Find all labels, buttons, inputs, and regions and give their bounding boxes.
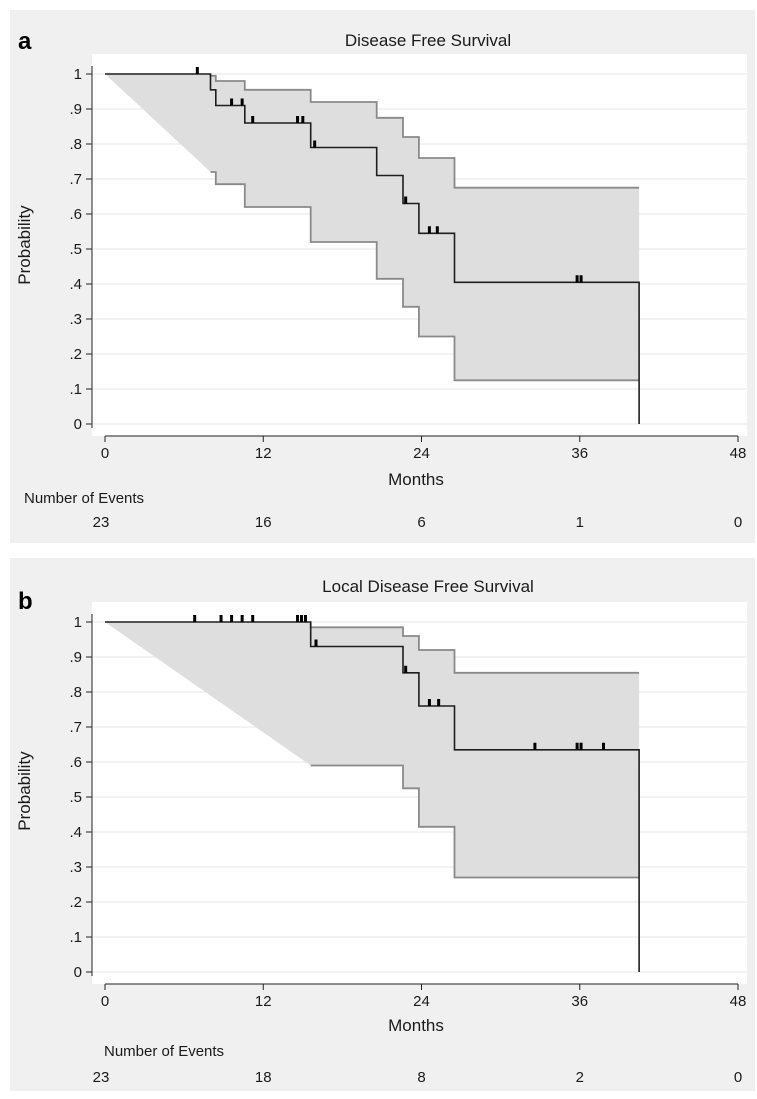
panel-a-risk-value-4: 0 (734, 514, 742, 531)
panel-b-y-tick-label-6: .6 (69, 754, 82, 771)
panel-b-y-tick-label-0: 0 (74, 964, 82, 981)
panel-a-label: a (18, 28, 32, 55)
panel-b-survival-line (105, 621, 640, 972)
panel-a-risk-value-0: 23 (93, 514, 110, 531)
panel-b-risk-table-title: Number of Events (104, 1043, 224, 1060)
panel-b-survival-curve (105, 621, 640, 972)
panel-b-y-tick-label-8: .8 (69, 684, 82, 701)
panel-a-y-tick-label-10: 1 (74, 66, 82, 83)
panel-a-y-tick-label-8: .8 (69, 136, 82, 153)
panel-b-label: b (18, 588, 33, 615)
panel-b-ci-upper-line (309, 622, 640, 674)
panel-a-x-tick-label-4: 48 (730, 445, 747, 462)
panel-b-risk-value-0: 23 (93, 1069, 110, 1086)
panel-b-x-tick-label-1: 12 (255, 993, 272, 1010)
panel-a-risk-value-2: 6 (417, 514, 425, 531)
panel-b-y-tick-label-1: .1 (69, 929, 82, 946)
panel-b-x-tick-label-0: 0 (101, 993, 109, 1010)
panel-a-risk-value-1: 16 (255, 514, 272, 531)
panel-a-survival-line (105, 73, 640, 424)
panel-b-x-tick-label-2: 24 (413, 993, 430, 1010)
panel-a-y-tick-label-3: .3 (69, 311, 82, 328)
panel-b-risk-value-4: 0 (734, 1069, 742, 1086)
panel-a-x-tick-label-1: 12 (255, 445, 272, 462)
panel-a-censor-marks (195, 67, 583, 283)
panel-a-x-tick-label-3: 36 (571, 445, 588, 462)
panel-a-x-axis-label: Months (388, 470, 444, 489)
panel-b-title: Local Disease Free Survival (322, 577, 534, 596)
panel-b: b Local Disease Free Survival Probabilit… (10, 558, 755, 1091)
panel-a-y-tick-label-0: 0 (74, 416, 82, 433)
panel-b-confidence-band (20, 558, 640, 879)
panel-a-risk-values: 23 16 6 1 0 (93, 514, 743, 531)
panel-a-confidence-band (20, 10, 640, 382)
panel-a-ci-lower-line (210, 171, 640, 382)
panel-a-title: Disease Free Survival (345, 31, 511, 50)
panel-b-y-tick-label-9: .9 (69, 649, 82, 666)
panel-b-y-tick-label-5: .5 (69, 789, 82, 806)
panel-b-x-tick-label-4: 48 (730, 993, 747, 1010)
panel-b-y-tick-label-7: .7 (69, 719, 82, 736)
panel-a-y-tick-label-5: .5 (69, 241, 82, 258)
panel-b-risk-value-2: 8 (417, 1069, 425, 1086)
panel-b-ci-lower-line (310, 764, 640, 879)
panel-a-y-tick-label-1: .1 (69, 381, 82, 398)
panel-b-y-axis-label: Probability (15, 751, 34, 831)
panel-a-y-axis-label: Probability (15, 205, 34, 285)
panel-a-ci-upper-line (209, 74, 640, 189)
panel-b-risk-values: 23 18 8 2 0 (93, 1069, 743, 1086)
panel-b-censor-marks (193, 615, 605, 750)
panel-b-y-tick-label-2: .2 (69, 894, 82, 911)
panel-a-y-tick-label-2: .2 (69, 346, 82, 363)
panel-a-y-tick-label-4: .4 (69, 276, 82, 293)
panel-b-x-axis-label: Months (388, 1016, 444, 1035)
panel-b-ci-band-fill (20, 558, 640, 878)
panel-b-y-tick-label-10: 1 (74, 614, 82, 631)
panel-a-y-tick-label-7: .7 (69, 171, 82, 188)
panel-a-x-tick-label-2: 24 (413, 445, 430, 462)
panel-b-y-tick-label-4: .4 (69, 824, 82, 841)
panel-a: a Disease Free Survival Probability Mont… (10, 10, 755, 543)
panel-b-risk-value-1: 18 (255, 1069, 272, 1086)
panel-b-axes: 0 .1 .2 .3 .4 .5 .6 .7 .8 .9 1 0 12 24 36 48 (69, 614, 746, 1010)
panel-b-x-tick-label-3: 36 (571, 993, 588, 1010)
panel-a-ci-band-fill (20, 10, 640, 381)
panel-a-axes: 0 .1 .2 .3 .4 .5 .6 .7 .8 .9 1 0 12 24 36 48 (69, 66, 746, 462)
panel-a-y-tick-label-9: .9 (69, 101, 82, 118)
panel-a-risk-table-title: Number of Events (24, 490, 144, 507)
panel-a-risk-value-3: 1 (576, 514, 584, 531)
panel-a-y-tick-label-6: .6 (69, 206, 82, 223)
panel-a-x-tick-label-0: 0 (101, 445, 109, 462)
panel-b-y-tick-label-3: .3 (69, 859, 82, 876)
panel-a-survival-curve (105, 73, 640, 424)
panel-b-risk-value-3: 2 (576, 1069, 584, 1086)
